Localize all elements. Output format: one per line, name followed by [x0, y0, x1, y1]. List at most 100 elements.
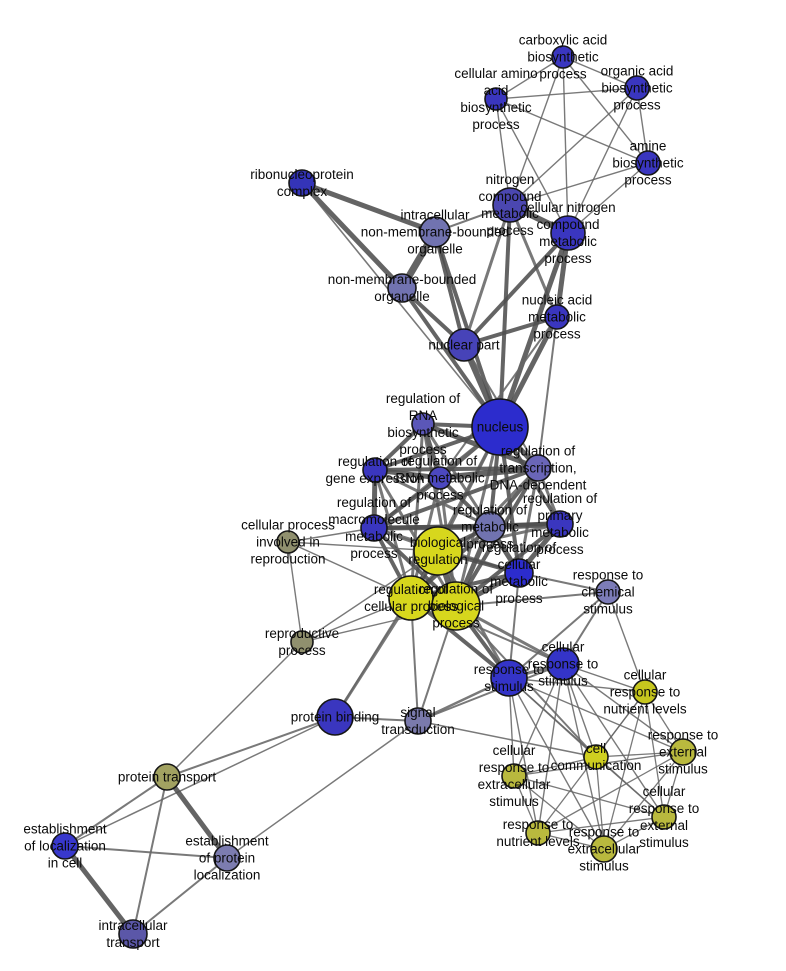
edge: [132, 776, 168, 935]
node-cell-communication[interactable]: [583, 744, 609, 770]
edge: [462, 231, 570, 347]
node-label-regulation-of-rna-biosynthetic-process: regulation of RNA biosynthetic process: [386, 391, 461, 457]
edge: [497, 232, 571, 428]
node-label-cellular-amino-acid-biosynthetic-process: cellular amino acid biosynthetic process: [454, 66, 537, 132]
edge: [537, 316, 558, 469]
edge: [498, 204, 512, 428]
node-amine-biosynthetic-process[interactable]: [635, 150, 661, 176]
node-response-to-nutrient-levels[interactable]: [525, 820, 551, 846]
node-label-protein-binding: protein binding: [291, 710, 380, 725]
node-label-response-to-stimulus: response to stimulus: [474, 662, 545, 694]
node-regulation-of-biological-process[interactable]: [431, 581, 481, 631]
node-biological-regulation[interactable]: [413, 526, 463, 576]
node-regulation-of-macromolecule-metabolic-process[interactable]: [360, 514, 388, 542]
node-label-cellular-response-to-extracellular-stimulus: cellular response to extracellular stimulus: [478, 743, 551, 809]
node-intracellular-non-membrane-bounded-organelle[interactable]: [419, 216, 451, 248]
node-label-regulation-of-transcription-dna-dependent: regulation of transcription, DNA-dependent: [490, 444, 587, 493]
node-regulation-of-transcription-dna-dependent[interactable]: [524, 454, 552, 482]
node-label-protein-transport: protein transport: [118, 770, 217, 785]
node-label-cellular-response-to-stimulus: cellular response to stimulus: [528, 640, 599, 689]
nodes-layer: [51, 45, 697, 949]
node-regulation-of-rna-biosynthetic-process[interactable]: [411, 412, 435, 436]
node-label-intracellular-non-membrane-bounded-organelle: intracellular non-membrane-bounded organel…: [361, 208, 510, 257]
edge: [513, 775, 605, 850]
edge: [374, 466, 539, 472]
edge: [495, 98, 569, 234]
edge: [64, 845, 228, 859]
node-carboxylic-acid-biosynthetic-process[interactable]: [551, 45, 575, 69]
node-label-regulation-of-primary-metabolic-process: regulation of primary metabolic process: [523, 491, 598, 557]
edge: [607, 591, 646, 693]
node-cellular-response-to-extracellular-stimulus[interactable]: [501, 763, 527, 789]
node-label-nitrogen-compound-metabolic-process: nitrogen compound metabolic process: [478, 172, 541, 238]
node-response-to-chemical-stimulus[interactable]: [595, 579, 621, 605]
node-label-non-membrane-bounded-organelle: non-membrane-bounded organelle: [328, 272, 477, 304]
edge: [164, 775, 230, 860]
node-cellular-response-to-stimulus[interactable]: [546, 647, 580, 681]
node-label-cellular-response-to-external-stimulus: cellular response to external stimulus: [629, 784, 700, 850]
node-non-membrane-bounded-organelle[interactable]: [387, 273, 417, 303]
edge: [287, 541, 303, 643]
node-ribonucleoprotein-complex[interactable]: [288, 169, 316, 197]
edge: [166, 716, 336, 778]
edge: [417, 720, 597, 758]
edge: [562, 56, 569, 234]
node-nuclear-part[interactable]: [447, 328, 481, 362]
node-response-to-external-stimulus[interactable]: [669, 738, 697, 766]
edge: [567, 87, 638, 234]
node-signal-transduction[interactable]: [404, 707, 432, 735]
node-label-response-to-chemical-stimulus: response to chemical stimulus: [573, 568, 644, 617]
node-regulation-of-primary-metabolic-process[interactable]: [546, 510, 574, 538]
edge: [300, 181, 404, 290]
node-cellular-process-involved-in-reproduction[interactable]: [276, 530, 300, 554]
node-establishment-of-localization-in-cell[interactable]: [51, 832, 79, 860]
node-label-cellular-response-to-nutrient-levels: cellular response to nutrient levels: [603, 668, 687, 717]
edge: [226, 720, 419, 859]
node-organic-acid-biosynthetic-process[interactable]: [624, 75, 650, 101]
edge: [372, 476, 442, 530]
node-regulation-of-cellular-metabolic-process[interactable]: [504, 558, 534, 588]
node-establishment-of-protein-localization[interactable]: [213, 844, 241, 872]
edge: [64, 776, 168, 847]
node-regulation-of-gene-expression[interactable]: [362, 457, 388, 483]
node-regulation-of-metabolic-process[interactable]: [474, 511, 506, 543]
edge: [287, 527, 375, 543]
node-nucleic-acid-metabolic-process[interactable]: [544, 304, 570, 330]
edge: [333, 597, 413, 718]
edge: [603, 691, 646, 850]
edge: [301, 180, 436, 235]
node-label-regulation-of-cellular-process: regulation of cellular process: [364, 582, 458, 614]
node-regulation-of-rna-metabolic-process[interactable]: [428, 466, 452, 490]
node-protein-transport[interactable]: [153, 763, 181, 791]
node-label-signal-transduction: signal transduction: [381, 705, 455, 737]
edge: [166, 641, 303, 778]
edge: [509, 56, 564, 206]
node-response-to-stimulus[interactable]: [490, 659, 528, 697]
node-protein-binding[interactable]: [316, 698, 354, 736]
node-label-ribonucleoprotein-complex: ribonucleoprotein complex: [250, 167, 354, 199]
node-label-biological-regulation: biological regulation: [408, 535, 467, 567]
node-response-to-extracellular-stimulus[interactable]: [590, 835, 618, 863]
node-label-cell-communication: cell communication: [551, 741, 642, 773]
node-cellular-response-to-nutrient-levels[interactable]: [632, 679, 658, 705]
node-cellular-amino-acid-biosynthetic-process[interactable]: [484, 87, 508, 111]
edge: [562, 56, 638, 89]
node-nitrogen-compound-metabolic-process[interactable]: [492, 187, 528, 223]
node-cellular-response-to-external-stimulus[interactable]: [651, 804, 677, 830]
node-label-organic-acid-biosynthetic-process: organic acid biosynthetic process: [601, 64, 674, 113]
edge: [595, 751, 684, 758]
edge: [537, 751, 684, 834]
edge: [455, 591, 609, 607]
node-intracellular-transport[interactable]: [118, 919, 148, 949]
node-label-nuclear-part: nuclear part: [428, 338, 500, 353]
node-cellular-nitrogen-compound-metabolic-process[interactable]: [550, 215, 586, 251]
edge: [287, 541, 439, 552]
edge: [595, 756, 665, 818]
edge: [462, 204, 512, 346]
node-reproductive-process[interactable]: [290, 630, 314, 654]
node-label-regulation-of-biological-process: regulation of biological process: [419, 582, 494, 631]
edge: [518, 572, 609, 593]
node-nucleus[interactable]: [471, 398, 529, 456]
